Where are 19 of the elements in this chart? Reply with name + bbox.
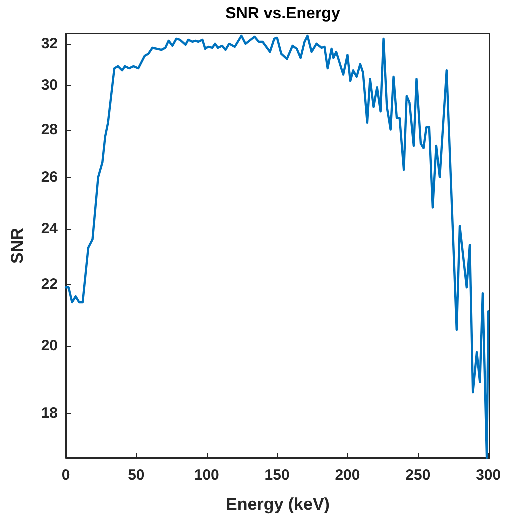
line-series	[64, 34, 490, 460]
y-tick-label: 28	[41, 121, 58, 138]
y-tick-label: 24	[41, 220, 59, 238]
y-tick-label: 30	[41, 76, 58, 94]
y-axis-title: SNR	[8, 228, 27, 264]
x-axis-title: Energy (keV)	[226, 495, 330, 514]
x-tick-label: 250	[406, 467, 431, 484]
y-tick-label: 22	[41, 276, 58, 294]
x-tick-label: 300	[476, 467, 502, 484]
y-tick-label: 32	[41, 35, 58, 52]
y-tick-label: 20	[41, 337, 58, 354]
chart-title: SNR vs.Energy	[226, 6, 340, 22]
x-tick-label: 200	[335, 467, 360, 484]
x-tick-label: 50	[128, 467, 145, 484]
y-tick-label: 18	[41, 405, 58, 422]
x-tick-label: 0	[62, 467, 70, 484]
x-tick-label: 100	[194, 467, 220, 484]
y-tick-label: 26	[41, 168, 58, 186]
x-tick-label: 150	[264, 467, 290, 484]
